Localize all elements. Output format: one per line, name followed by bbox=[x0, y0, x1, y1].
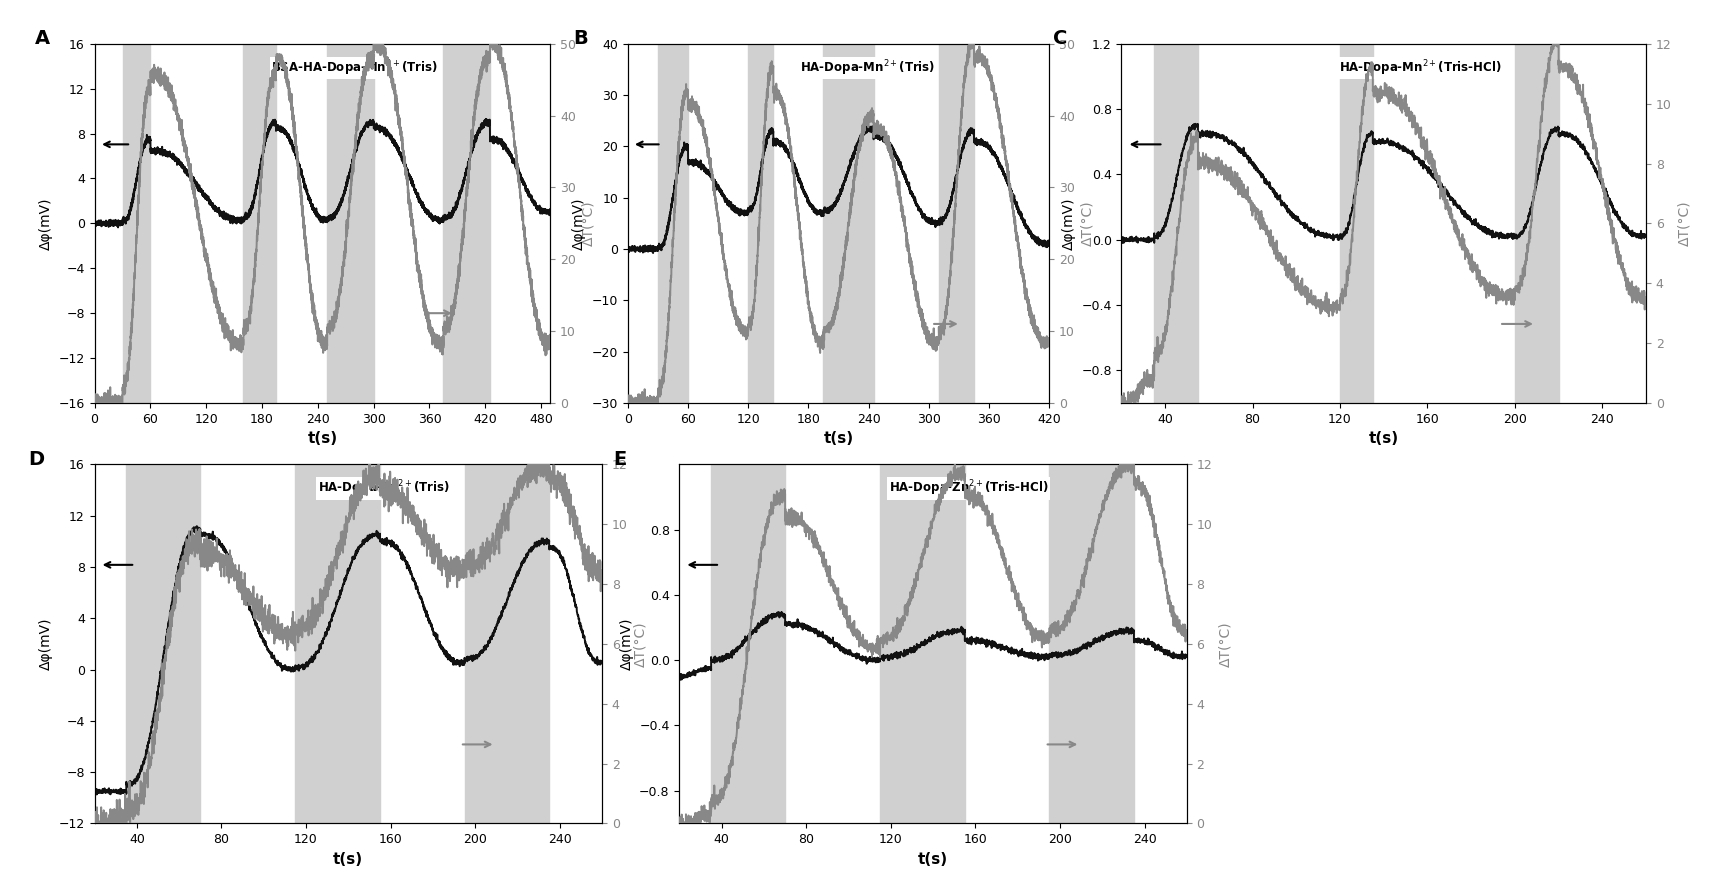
Bar bbox=[748, 44, 774, 403]
Bar bbox=[1049, 464, 1133, 823]
X-axis label: t(s): t(s) bbox=[824, 431, 853, 446]
Y-axis label: ΔT(°C): ΔT(°C) bbox=[1218, 621, 1232, 667]
Bar bbox=[1154, 44, 1197, 403]
X-axis label: t(s): t(s) bbox=[334, 851, 363, 866]
Bar bbox=[939, 44, 974, 403]
Y-axis label: ΔT(°C): ΔT(°C) bbox=[581, 201, 595, 246]
Bar bbox=[244, 44, 275, 403]
Text: A: A bbox=[36, 30, 50, 48]
Bar bbox=[464, 464, 549, 823]
Bar bbox=[444, 44, 490, 403]
Text: B: B bbox=[573, 30, 588, 48]
Bar bbox=[296, 464, 380, 823]
Bar bbox=[327, 44, 373, 403]
Bar bbox=[824, 44, 874, 403]
Y-axis label: Δφ(mV): Δφ(mV) bbox=[40, 618, 53, 670]
Y-axis label: Δφ(mV): Δφ(mV) bbox=[573, 197, 587, 250]
X-axis label: t(s): t(s) bbox=[308, 431, 337, 446]
Text: D: D bbox=[29, 450, 45, 469]
Text: HA-Dopa-Zn$^{2+}$(Tris): HA-Dopa-Zn$^{2+}$(Tris) bbox=[318, 478, 451, 498]
Bar bbox=[657, 44, 688, 403]
Text: HA-Dopa-Mn$^{2+}$(Tris): HA-Dopa-Mn$^{2+}$(Tris) bbox=[800, 58, 936, 78]
Y-axis label: ΔT(°C): ΔT(°C) bbox=[1677, 201, 1691, 246]
Text: C: C bbox=[1053, 30, 1068, 48]
Text: HA-Dopa-Mn$^{2+}$(Tris-HCl): HA-Dopa-Mn$^{2+}$(Tris-HCl) bbox=[1340, 58, 1502, 78]
Bar bbox=[881, 464, 965, 823]
Text: BSA-HA-Dopa-Mn$^{2+}$(Tris): BSA-HA-Dopa-Mn$^{2+}$(Tris) bbox=[272, 58, 439, 78]
Y-axis label: Δφ(mV): Δφ(mV) bbox=[1061, 197, 1075, 250]
Y-axis label: Δφ(mV): Δφ(mV) bbox=[40, 197, 53, 250]
Bar bbox=[1515, 44, 1558, 403]
Y-axis label: Δφ(mV): Δφ(mV) bbox=[619, 618, 633, 670]
X-axis label: t(s): t(s) bbox=[918, 851, 948, 866]
Bar bbox=[1340, 44, 1373, 403]
Bar bbox=[126, 464, 200, 823]
X-axis label: t(s): t(s) bbox=[1369, 431, 1398, 446]
Text: HA-Dopa-Zn$^{2+}$(Tris-HCl): HA-Dopa-Zn$^{2+}$(Tris-HCl) bbox=[889, 478, 1049, 498]
Y-axis label: ΔT(°C): ΔT(°C) bbox=[633, 621, 647, 667]
Bar bbox=[710, 464, 784, 823]
Y-axis label: ΔT(°C): ΔT(°C) bbox=[1080, 201, 1094, 246]
Bar bbox=[122, 44, 150, 403]
Text: E: E bbox=[614, 450, 626, 469]
